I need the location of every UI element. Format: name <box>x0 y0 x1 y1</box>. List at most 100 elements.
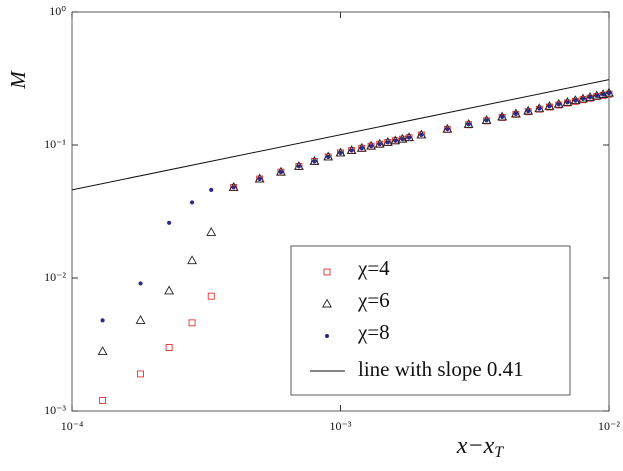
data-point <box>100 318 105 323</box>
data-point <box>600 92 606 97</box>
data-point <box>544 101 555 110</box>
data-point <box>164 285 175 295</box>
data-point <box>206 227 217 236</box>
data-point <box>356 142 367 152</box>
data-point <box>335 147 346 157</box>
y-tick-label: 10⁻³ <box>44 403 66 417</box>
legend-marker <box>324 333 330 339</box>
data-point <box>167 220 172 225</box>
data-point <box>591 90 602 100</box>
data-point <box>547 104 552 109</box>
data-point <box>562 96 573 106</box>
data-point <box>484 118 489 123</box>
legend-label: χ=8 <box>357 320 390 344</box>
data-point <box>513 111 518 116</box>
y-tick-label: 10⁻² <box>44 270 66 284</box>
data-point <box>209 187 214 192</box>
data-point <box>598 89 608 98</box>
data-point <box>359 146 364 151</box>
data-point <box>188 319 196 327</box>
x-tick-label: 10⁻⁴ <box>61 419 84 433</box>
fit-line <box>71 79 610 191</box>
legend-label: χ=4 <box>357 256 390 280</box>
data-point <box>500 114 505 120</box>
data-point <box>587 95 593 100</box>
legend-label: line with slope 0.41 <box>358 357 524 381</box>
data-point <box>553 98 564 108</box>
y-tick-label: 10⁰ <box>49 4 66 18</box>
data-point <box>296 164 302 169</box>
data-point <box>207 292 215 300</box>
data-point <box>385 140 390 145</box>
data-point <box>466 122 471 127</box>
data-point <box>573 98 578 103</box>
data-point <box>406 135 412 140</box>
data-point <box>526 109 531 114</box>
y-axis-label: M <box>6 70 30 90</box>
legend-marker <box>322 298 332 308</box>
y-tick-label: 10⁻¹ <box>44 137 66 151</box>
data-point <box>400 137 405 142</box>
data-point <box>570 95 581 105</box>
data-point <box>594 93 599 98</box>
data-point <box>368 144 374 149</box>
data-point <box>534 103 545 113</box>
data-point <box>578 93 588 103</box>
data-point <box>349 148 354 153</box>
data-point <box>326 154 331 160</box>
data-point <box>510 108 521 118</box>
x-axis-label: x−xT <box>456 433 505 461</box>
data-point <box>346 145 357 155</box>
x-tick-label: 10⁻³ <box>330 419 352 433</box>
data-point <box>377 142 382 147</box>
data-point <box>523 105 534 115</box>
data-point <box>135 314 146 324</box>
data-point <box>481 115 492 124</box>
data-point <box>254 173 265 183</box>
data-point <box>374 138 385 148</box>
data-point <box>309 155 320 165</box>
data-point <box>228 181 239 191</box>
data-point <box>338 150 343 156</box>
data-point <box>390 135 401 145</box>
data-point <box>404 132 415 142</box>
data-point <box>137 370 144 378</box>
data-point <box>382 137 393 146</box>
data-point <box>556 102 561 107</box>
data-point <box>445 127 450 132</box>
data-point <box>393 138 398 143</box>
x-axis-label-sub: T <box>494 444 504 461</box>
data-point <box>397 133 408 143</box>
data-point <box>604 87 614 97</box>
data-point <box>497 111 508 121</box>
data-point <box>442 123 453 133</box>
data-point <box>606 91 612 96</box>
data-point <box>323 151 334 161</box>
data-point <box>416 129 427 139</box>
data-point <box>585 91 596 101</box>
data-point <box>165 344 173 351</box>
data-point <box>275 166 286 176</box>
data-point <box>187 255 198 265</box>
data-point <box>231 185 236 190</box>
data-point <box>257 176 262 182</box>
data-point <box>565 100 570 105</box>
data-point <box>138 281 143 286</box>
data-point <box>463 119 474 128</box>
legend-marker <box>323 268 331 276</box>
x-axis-label-main: x−x <box>456 433 495 459</box>
data-point <box>537 106 542 111</box>
x-tick-label: 10⁻² <box>598 419 620 433</box>
legend-label: χ=6 <box>357 288 390 312</box>
data-point <box>293 161 304 170</box>
data-point <box>99 397 107 404</box>
data-point <box>366 140 377 150</box>
legend-box <box>290 245 571 396</box>
data-point <box>580 96 586 102</box>
data-point <box>189 200 195 205</box>
data-point <box>278 170 284 175</box>
data-point <box>419 132 424 138</box>
data-point <box>97 346 108 355</box>
